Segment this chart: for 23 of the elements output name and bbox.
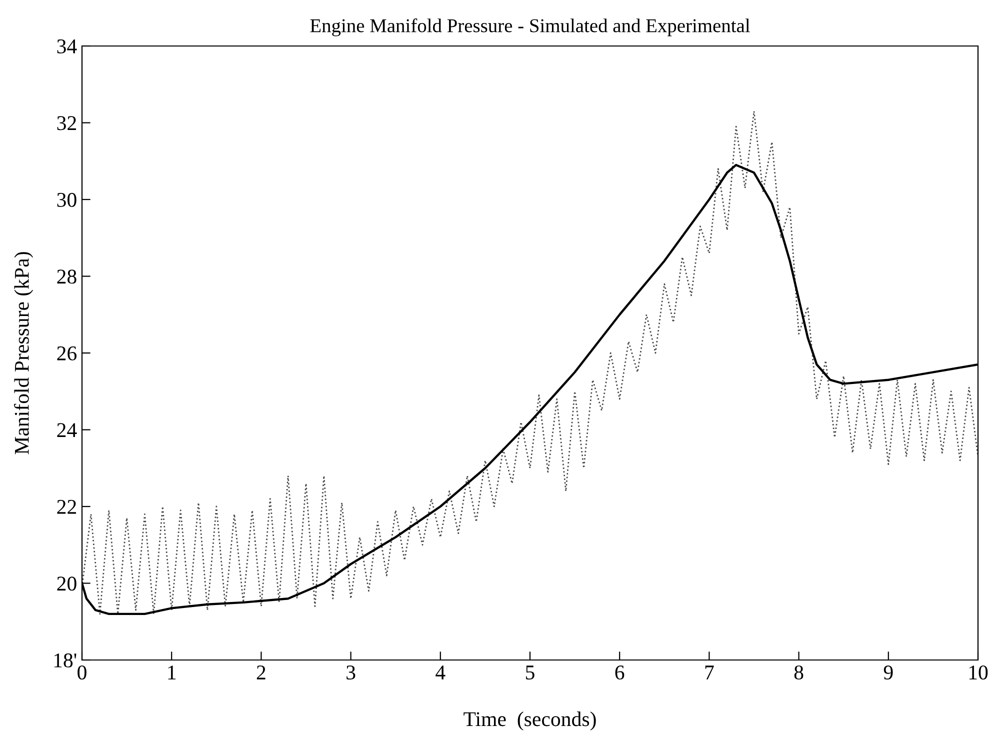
y-tick-label: 26: [57, 346, 77, 360]
x-tick-label: 3: [346, 666, 356, 680]
y-axis-title: Manifold Pressure (kPa): [14, 252, 34, 454]
x-tick-label: 8: [794, 665, 804, 680]
y-tick-label: 34: [57, 39, 77, 54]
x-tick-label: 4: [436, 666, 446, 680]
x-axis-title: Time (seconds): [464, 712, 596, 730]
x-tick-label: 2: [256, 666, 266, 680]
y-tick-label: 28: [57, 270, 76, 284]
x-tick-label: 7: [705, 666, 714, 680]
y-tick-label: 32: [57, 116, 76, 130]
x-tick-label: 10: [969, 665, 988, 680]
x-tick-label: 9: [884, 666, 893, 680]
y-tick-label: 20: [57, 576, 76, 591]
x-tick-label: 0: [78, 665, 86, 680]
x-tick-label: 6: [615, 666, 624, 680]
x-tick-label: 5: [526, 666, 534, 680]
y-tick-label: 24: [57, 423, 77, 437]
chart-title: Engine Manifold Pressure - Simulated and Experimental: [310, 18, 750, 36]
x-tick-label: 1: [168, 666, 176, 680]
y-tick-label: 30: [57, 192, 76, 207]
y-tick-label: 18': [54, 653, 76, 668]
y-tick-label: 22: [57, 500, 76, 514]
